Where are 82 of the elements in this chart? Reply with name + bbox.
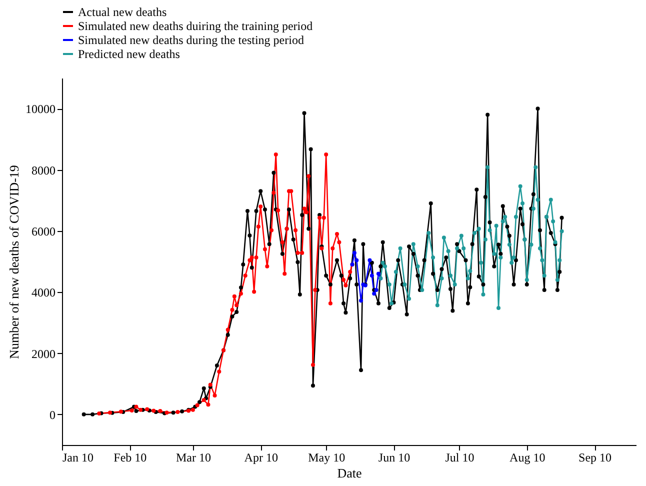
point [540,258,544,262]
point [452,282,457,286]
point [411,242,416,246]
y-tick-label: 6000 [32,224,56,238]
point [448,274,452,278]
y-tick-label: 2000 [32,346,56,361]
point [498,256,503,260]
legend-label: Actual new deaths [78,5,167,19]
point [442,236,446,240]
point [468,268,472,273]
x-axis-title: Date [337,466,362,480]
point [494,224,498,228]
point [529,242,534,247]
y-tick-label: 0 [50,408,56,422]
point [466,276,470,280]
x-tick-label: May 10 [308,450,346,464]
point [483,237,488,242]
point [486,165,490,170]
point [398,246,402,250]
x-tick-label: Jun 10 [378,450,410,464]
point [435,303,440,308]
point [518,184,522,188]
point [394,270,398,274]
point [431,256,436,260]
x-tick-label: Aug 10 [510,450,546,464]
point [376,272,380,276]
point [420,288,424,292]
point [514,214,518,219]
point [542,274,546,278]
point [380,260,385,265]
point [551,219,556,224]
legend-label: Predicted new deaths [78,47,180,61]
point [510,260,514,265]
point [426,231,431,236]
point [538,246,542,250]
point [534,165,538,170]
point [402,282,407,286]
point [488,228,492,232]
point [368,258,372,262]
point [354,258,359,262]
point [359,298,364,303]
y-tick-label: 4000 [32,286,56,300]
point [476,226,481,231]
point [479,260,484,265]
y-tick-label: 10000 [26,102,56,116]
point [407,296,412,301]
x-tick-label: Jan 10 [62,450,94,464]
point [536,198,540,202]
y-tick-label: 8000 [32,163,56,178]
point [520,201,525,206]
point [370,274,374,278]
point [481,292,486,297]
point [560,229,564,234]
point [446,249,450,254]
x-tick-label: Mar 10 [176,450,211,464]
point [455,246,460,250]
point [524,278,529,282]
point [352,250,356,255]
y-axis-title: Number of new deaths of COVID-19 [6,165,22,359]
legend-label: Simulated new deaths duiring the training period [78,19,313,33]
x-tick-label: Feb 10 [114,450,147,464]
point [462,246,466,250]
x-tick-label: Sep 10 [578,450,612,464]
point [496,306,500,310]
point [512,256,516,260]
point [472,231,476,236]
point [416,264,420,268]
point [372,292,376,296]
point [383,264,388,268]
point [500,219,505,224]
point [555,278,560,282]
x-tick-label: Jul 10 [445,450,474,464]
point [558,258,562,262]
legend-label: Simulated new deaths during the testing period [78,33,304,47]
point [548,198,553,202]
x-tick-label: Apr 10 [244,450,278,464]
point [440,276,444,280]
point [507,242,512,247]
point [387,282,392,286]
point [503,214,508,219]
point [459,234,464,238]
point [492,252,496,256]
